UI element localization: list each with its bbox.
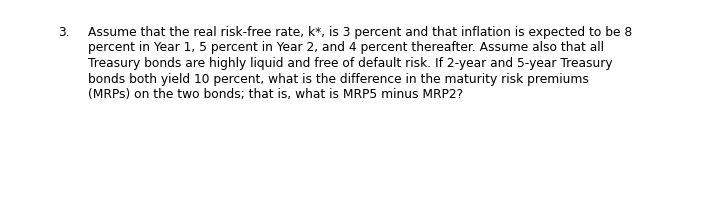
Text: percent in Year 1, 5 percent in Year 2, and 4 percent thereafter. Assume also th: percent in Year 1, 5 percent in Year 2, … [88, 42, 604, 55]
Text: (MRPs) on the two bonds; that is, what is MRP5 minus MRP2?: (MRPs) on the two bonds; that is, what i… [88, 88, 463, 101]
Text: Treasury bonds are highly liquid and free of default risk. If 2-year and 5-year : Treasury bonds are highly liquid and fre… [88, 57, 613, 70]
Text: Assume that the real risk-free rate, k*, is 3 percent and that inflation is expe: Assume that the real risk-free rate, k*,… [88, 26, 632, 39]
Text: 3.: 3. [58, 26, 70, 39]
Text: bonds both yield 10 percent, what is the difference in the maturity risk premium: bonds both yield 10 percent, what is the… [88, 72, 589, 86]
